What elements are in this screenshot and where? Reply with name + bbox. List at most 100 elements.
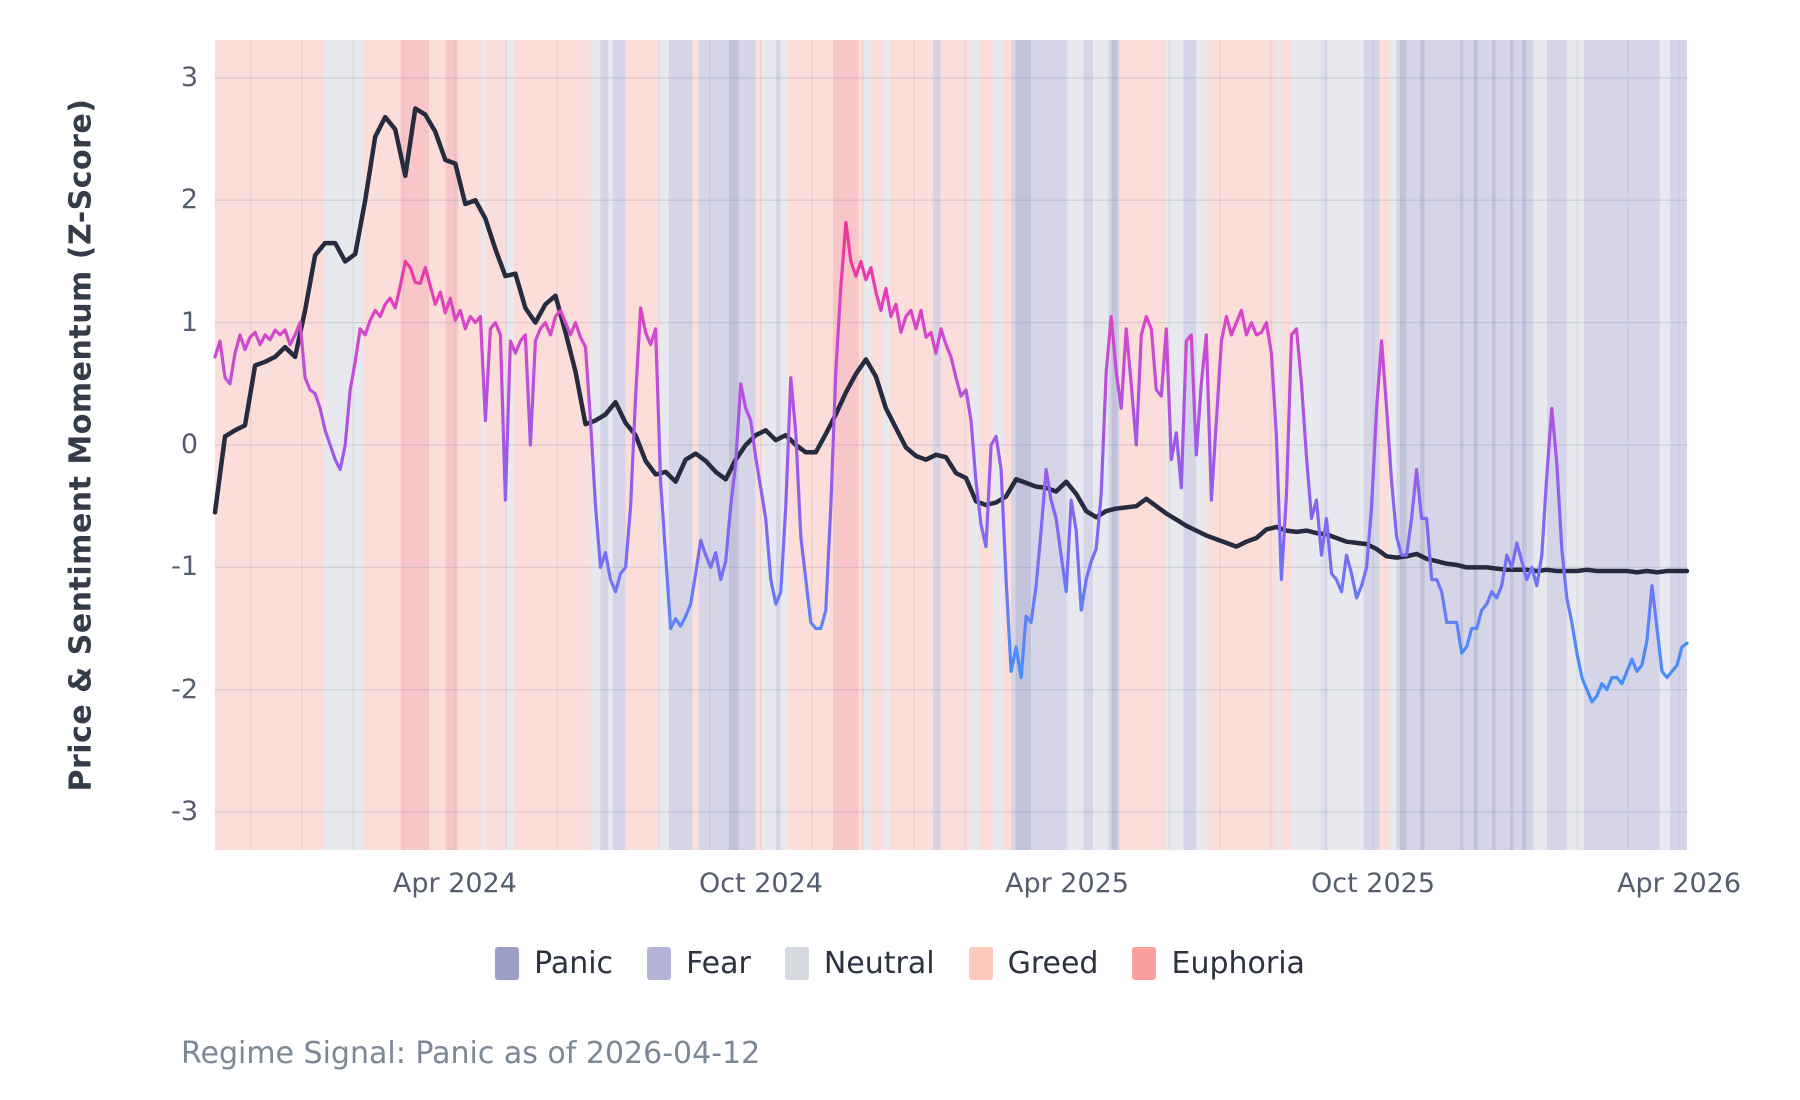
y-tick-label: -3: [171, 796, 198, 828]
regime-band-fear: [668, 40, 693, 850]
regime-band-fear: [775, 40, 781, 850]
regime-band-greed: [215, 40, 325, 850]
legend-item-greed: Greed: [968, 946, 1099, 981]
regime-band-greed: [625, 40, 659, 850]
regime-band-fear: [698, 40, 729, 850]
x-tick-label: Apr 2024: [392, 868, 517, 899]
regime-band-fear: [1117, 40, 1120, 850]
regime-band-fear: [1108, 40, 1112, 850]
x-tick-label: Apr 2026: [1617, 868, 1742, 899]
regime-band-greed: [513, 40, 591, 850]
regime-band-neutral: [1533, 40, 1547, 850]
regime-band-greed: [870, 40, 883, 850]
regime-band-panic: [1111, 40, 1118, 850]
regime-band-panic: [1473, 40, 1478, 850]
regime-signal-text: Regime Signal: Panic as of 2026-04-12: [181, 1036, 761, 1071]
legend-item-panic: Panic: [495, 946, 613, 981]
regime-band-fear: [1495, 40, 1510, 850]
x-tick-label: Oct 2024: [698, 868, 823, 899]
regime-band-fear: [1323, 40, 1328, 850]
regime-band-neutral: [1276, 40, 1282, 850]
regime-band-neutral: [1566, 40, 1584, 850]
regime-band-panic: [1521, 40, 1526, 850]
legend-item-fear: Fear: [647, 946, 751, 981]
regime-band-greed: [941, 40, 969, 850]
y-tick-label: 2: [180, 184, 198, 216]
regime-band-fear: [1477, 40, 1492, 850]
regime-band-greed: [1119, 40, 1167, 850]
y-tick-label: 1: [180, 306, 198, 338]
regime-band-greed: [1206, 40, 1277, 850]
legend-label: Greed: [1007, 946, 1099, 981]
regime-band-neutral: [607, 40, 613, 850]
regime-band-fear: [1083, 40, 1094, 850]
regime-band-greed: [485, 40, 506, 850]
regime-band-euphoria: [832, 40, 859, 850]
regime-band-panic: [1509, 40, 1514, 850]
regime-band-neutral: [1659, 40, 1670, 850]
regime-band-neutral: [863, 40, 871, 850]
y-tick-label: 0: [180, 429, 198, 460]
regime-band-panic: [1399, 40, 1407, 850]
regime-band-fear: [1525, 40, 1534, 850]
regime-band-greed: [755, 40, 763, 850]
regime-band-fear: [1463, 40, 1474, 850]
legend-swatch-greed-icon: [968, 947, 993, 980]
legend-item-euphoria: Euphoria: [1132, 946, 1305, 981]
regime-band-panic: [1491, 40, 1496, 850]
regime-band-fear: [1396, 40, 1400, 850]
regime-legend: Panic Fear Neutral Greed Euphoria: [0, 946, 1800, 981]
x-tick-label: Oct 2025: [1311, 868, 1435, 899]
y-tick-label: -1: [171, 551, 198, 583]
regime-band-neutral: [1093, 40, 1109, 850]
regime-band-fear: [600, 40, 608, 850]
regime-band-panic: [1459, 40, 1464, 850]
price-momentum-line: [212, 106, 1690, 575]
regime-band-greed: [979, 40, 994, 850]
regime-band-greed: [888, 40, 934, 850]
regime-band-greed: [458, 40, 482, 850]
regime-band-neutral: [780, 40, 788, 850]
regime-band-fear: [1406, 40, 1420, 850]
regime-band-greed: [1003, 40, 1011, 850]
regime-band-neutral: [658, 40, 669, 850]
legend-swatch-neutral-icon: [784, 947, 809, 980]
sentiment-momentum-line: [213, 220, 1689, 704]
regime-band-neutral: [1066, 40, 1084, 850]
legend-swatch-euphoria-icon: [1132, 947, 1157, 980]
legend-swatch-fear-icon: [647, 947, 672, 980]
regime-band-neutral: [1196, 40, 1207, 850]
regime-band-neutral: [762, 40, 776, 850]
x-tick-label: Apr 2025: [1004, 868, 1129, 899]
regime-band-fear: [1011, 40, 1017, 850]
regime-band-panic: [728, 40, 739, 850]
regime-band-panic: [1419, 40, 1425, 850]
regime-band-neutral: [1291, 40, 1324, 850]
legend-label: Panic: [534, 946, 614, 981]
regime-band-euphoria: [445, 40, 459, 850]
regime-band-fear: [1583, 40, 1660, 850]
regime-band-neutral: [1327, 40, 1364, 850]
y-tick-label: 3: [180, 61, 198, 93]
legend-label: Neutral: [823, 946, 935, 981]
regime-band-fear: [933, 40, 941, 850]
regime-band-neutral: [1389, 40, 1397, 850]
regime-band-fear: [1546, 40, 1567, 850]
legend-label: Fear: [686, 946, 751, 981]
regime-band-neutral: [590, 40, 601, 850]
regime-band-neutral: [505, 40, 514, 850]
legend-item-neutral: Neutral: [784, 946, 935, 981]
y-tick-label: -2: [171, 673, 198, 705]
regime-band-fear: [1031, 40, 1067, 850]
regime-band-fear: [1363, 40, 1380, 850]
regime-band-fear: [1183, 40, 1197, 850]
regime-band-greed: [1379, 40, 1390, 850]
regime-band-fear: [1513, 40, 1522, 850]
regime-band-fear: [1424, 40, 1460, 850]
regime-band-neutral: [481, 40, 486, 850]
regime-band-panic: [1016, 40, 1032, 850]
legend-swatch-panic-icon: [495, 947, 520, 980]
legend-label: Euphoria: [1171, 946, 1305, 981]
regime-band-greed: [692, 40, 699, 850]
